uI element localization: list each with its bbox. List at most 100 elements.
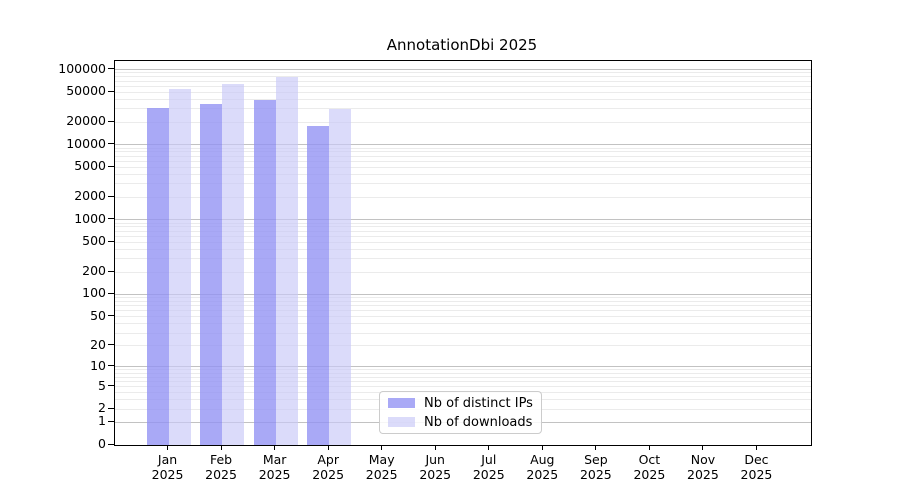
y-tick-mark: [108, 90, 114, 92]
y-tick-mark: [108, 443, 114, 445]
x-tick-mark: [274, 445, 276, 450]
x-tick-mark: [434, 445, 436, 450]
gridline: [115, 183, 811, 185]
bar-downloads: [275, 77, 298, 445]
gridline: [115, 219, 811, 221]
gridline: [115, 305, 811, 307]
legend-item-downloads: Nb of downloads: [380, 415, 541, 430]
x-tick-mark: [595, 445, 597, 450]
y-tick-label: 20000: [66, 113, 106, 129]
x-tick-label: Mar 2025: [258, 452, 291, 483]
bar-downloads: [222, 84, 245, 445]
y-tick-mark: [108, 165, 114, 167]
y-tick-mark: [108, 143, 114, 145]
x-tick-mark: [488, 445, 490, 450]
bar-distinct-ips: [307, 125, 330, 445]
gridline: [115, 196, 811, 198]
y-tick-label: 50000: [66, 83, 106, 99]
x-tick-label: Dec 2025: [740, 452, 773, 483]
y-tick-label: 0: [98, 436, 106, 451]
gridline: [115, 293, 811, 295]
legend-swatch-downloads: [388, 417, 415, 427]
bar-distinct-ips: [146, 108, 169, 445]
x-tick-mark: [220, 445, 222, 450]
x-tick-mark: [541, 445, 543, 450]
gridline: [115, 376, 811, 378]
x-tick-mark: [381, 445, 383, 450]
gridline: [115, 345, 811, 347]
gridline: [115, 108, 811, 110]
y-tick-mark: [108, 420, 114, 422]
y-tick-mark: [108, 270, 114, 272]
bar-downloads: [329, 109, 352, 445]
x-tick-label: Feb 2025: [205, 452, 237, 483]
gridline: [115, 372, 811, 374]
bar-downloads: [168, 88, 191, 445]
y-tick-mark: [108, 68, 114, 70]
y-tick-label: 500: [82, 233, 106, 249]
y-tick-label: 5000: [74, 158, 106, 174]
gridline: [115, 76, 811, 78]
gridline: [115, 121, 811, 123]
x-tick-mark: [167, 445, 169, 450]
y-tick-mark: [108, 344, 114, 346]
y-tick-label: 50: [90, 307, 106, 323]
gridline: [115, 174, 811, 176]
y-tick-mark: [108, 120, 114, 122]
x-tick-mark: [648, 445, 650, 450]
y-tick-label: 5: [98, 377, 106, 393]
y-tick-label: 10000: [66, 135, 106, 151]
gridline: [115, 85, 811, 87]
gridline: [115, 144, 811, 146]
x-tick-label: Jun 2025: [419, 452, 452, 483]
gridline: [115, 98, 811, 100]
plot-area: [114, 60, 812, 446]
y-tick-label: 10: [90, 357, 106, 373]
y-tick-label: 20: [90, 336, 106, 352]
legend-label-distinct-ips: Nb of distinct IPs: [424, 395, 533, 411]
gridline: [115, 69, 811, 71]
legend-item-distinct-ips: Nb of distinct IPs: [380, 396, 541, 411]
chart-title: AnnotationDbi 2025: [386, 36, 538, 54]
x-tick-label: Jul 2025: [472, 452, 505, 483]
gridline: [115, 155, 811, 157]
gridline: [115, 369, 811, 371]
y-tick-mark: [108, 385, 114, 387]
gridline: [115, 258, 811, 260]
gridline: [115, 386, 811, 388]
y-tick-mark: [108, 292, 114, 294]
x-tick-label: Sep 2025: [579, 452, 612, 483]
gridline: [115, 323, 811, 325]
x-tick-label: Apr 2025: [312, 452, 345, 483]
y-tick-label: 1: [98, 413, 106, 429]
gridline: [115, 297, 811, 299]
gridline: [115, 226, 811, 228]
legend-label-downloads: Nb of downloads: [424, 414, 533, 430]
x-tick-label: May 2025: [365, 452, 398, 483]
gridline: [115, 72, 811, 74]
y-tick-mark: [108, 407, 114, 409]
x-tick-mark: [702, 445, 704, 450]
legend-swatch-distinct-ips: [388, 398, 415, 408]
y-tick-label: 100000: [58, 60, 106, 76]
y-tick-mark: [108, 240, 114, 242]
y-tick-label: 2: [98, 400, 106, 416]
y-tick-mark: [108, 315, 114, 317]
x-tick-label: Nov 2025: [687, 452, 719, 483]
y-tick-label: 100: [82, 285, 106, 301]
y-tick-label: 200: [82, 263, 106, 279]
gridline: [115, 310, 811, 312]
gridline: [115, 249, 811, 251]
gridline: [115, 147, 811, 149]
gridline: [115, 241, 811, 243]
x-tick-mark: [327, 445, 329, 450]
gridline: [115, 166, 811, 168]
gridline: [115, 271, 811, 273]
gridline: [115, 316, 811, 318]
legend: Nb of distinct IPs Nb of downloads: [379, 391, 542, 434]
bar-distinct-ips: [200, 103, 223, 445]
y-tick-mark: [108, 218, 114, 220]
gridline: [115, 235, 811, 237]
x-tick-mark: [755, 445, 757, 450]
